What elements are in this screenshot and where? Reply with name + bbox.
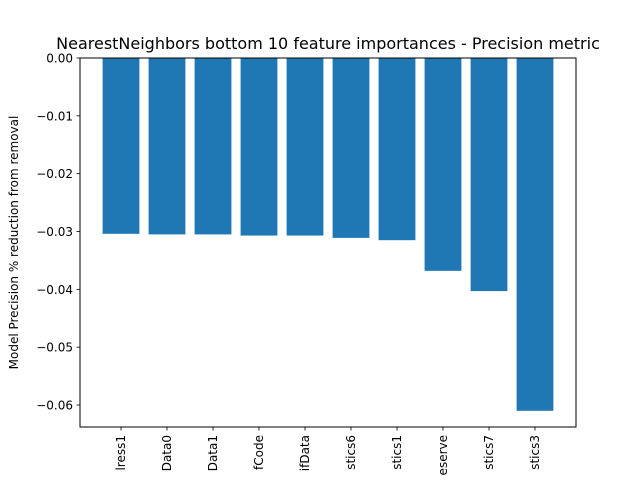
y-tick-label-0: 0.00 bbox=[46, 52, 73, 66]
y-tick-label-4: −0.04 bbox=[36, 283, 73, 297]
x-tick-label-5: stics6 bbox=[344, 435, 358, 470]
bar-3 bbox=[240, 58, 278, 236]
chart-title: NearestNeighbors bottom 10 feature impor… bbox=[56, 34, 600, 53]
bar-2 bbox=[194, 58, 232, 235]
x-tick-label-4: ifData bbox=[298, 435, 312, 471]
bar-8 bbox=[470, 58, 508, 292]
y-tick-label-6: −0.06 bbox=[36, 399, 73, 413]
x-tick-label-1: Data0 bbox=[160, 435, 174, 471]
y-tick-label-3: −0.03 bbox=[36, 225, 73, 239]
y-tick-label-1: −0.01 bbox=[36, 109, 73, 123]
plot-frame bbox=[79, 57, 577, 428]
x-tick-label-3: fCode bbox=[252, 435, 266, 470]
x-tick-label-0: lress1 bbox=[114, 435, 128, 471]
x-tick-label-7: eserve bbox=[436, 435, 450, 475]
bar-5 bbox=[332, 58, 370, 238]
y-axis-label: Model Precision % reduction from removal bbox=[7, 116, 21, 370]
x-tick-label-6: stics1 bbox=[390, 435, 404, 470]
x-tick-label-9: stics3 bbox=[528, 435, 542, 470]
x-tick-label-2: Data1 bbox=[206, 435, 220, 471]
bar-9 bbox=[516, 58, 554, 411]
bars-group bbox=[102, 58, 554, 411]
x-axis: lress1 Data0 Data1 fCode ifData stics6 stics1 e… bbox=[114, 427, 542, 475]
y-tick-label-2: −0.02 bbox=[36, 167, 73, 181]
y-tick-label-5: −0.05 bbox=[36, 341, 73, 355]
bar-7 bbox=[424, 58, 462, 271]
x-tick-label-8: stics7 bbox=[482, 435, 496, 470]
y-axis: 0.00 −0.01 −0.02 −0.03 −0.04 −0.05 −0.06 bbox=[36, 52, 80, 413]
bar-4 bbox=[286, 58, 324, 236]
bar-0 bbox=[102, 58, 140, 234]
bar-1 bbox=[148, 58, 186, 235]
bar-6 bbox=[378, 58, 416, 241]
